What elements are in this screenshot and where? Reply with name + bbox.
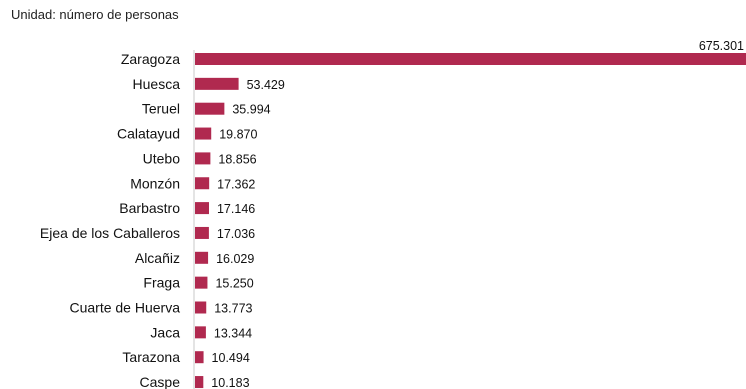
value-label: 18.856 [218, 152, 256, 166]
category-label: Caspe [140, 374, 181, 389]
category-label: Fraga [143, 275, 180, 291]
value-label: 16.029 [216, 252, 254, 266]
bar [195, 127, 212, 140]
bars-group: Zaragoza 675.301 Huesca 53.429 Teruel 35.994 C… [40, 39, 746, 389]
bar [195, 226, 209, 239]
category-label: Huesca [133, 76, 181, 92]
category-label: Cuarte de Huerva [69, 300, 180, 316]
bar [195, 102, 225, 115]
category-label: Tarazona [122, 349, 180, 365]
value-label: 19.870 [219, 128, 257, 142]
value-label: 13.344 [214, 326, 252, 340]
bar [195, 177, 210, 190]
category-label: Utebo [143, 150, 181, 166]
bar [195, 326, 206, 339]
category-label: Barbastro [119, 200, 180, 216]
category-label: Zaragoza [121, 51, 180, 67]
bar [195, 251, 209, 264]
value-label: 10.183 [211, 376, 249, 389]
unit-label: Unidad: número de personas [11, 7, 179, 22]
category-label: Calatayud [117, 126, 180, 142]
category-label: Alcañiz [135, 250, 180, 266]
value-label: 17.146 [217, 202, 255, 216]
value-label: 675.301 [699, 39, 744, 53]
value-label: 10.494 [212, 351, 250, 365]
value-label: 15.250 [215, 277, 253, 291]
category-label: Teruel [142, 101, 180, 117]
bar [195, 301, 207, 314]
bar [195, 202, 209, 215]
value-label: 17.036 [217, 227, 255, 241]
value-label: 53.429 [247, 78, 285, 92]
value-label: 13.773 [214, 302, 252, 316]
bar [195, 53, 746, 65]
category-label: Ejea de los Caballeros [40, 225, 180, 241]
value-label: 35.994 [232, 103, 270, 117]
bar [195, 77, 239, 90]
bar [195, 152, 211, 165]
value-label: 17.362 [217, 177, 255, 191]
bar [195, 351, 204, 364]
bar [195, 376, 204, 389]
category-label: Monzón [130, 175, 180, 191]
category-label: Jaca [150, 324, 180, 340]
bar [195, 276, 208, 289]
